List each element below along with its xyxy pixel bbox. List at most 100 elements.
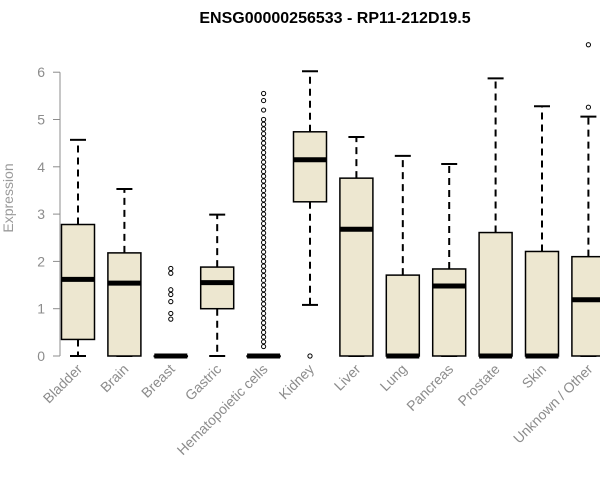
outlier-point bbox=[261, 320, 267, 326]
outlier-point bbox=[261, 291, 267, 298]
outlier-point bbox=[261, 90, 267, 97]
box-gastric bbox=[199, 213, 235, 357]
outlier-point bbox=[261, 164, 267, 170]
outlier-point bbox=[261, 121, 267, 127]
box-series bbox=[60, 42, 600, 359]
outlier-point bbox=[585, 104, 592, 110]
outlier-point bbox=[261, 343, 267, 350]
x-axis-tick-label: Brain bbox=[97, 361, 131, 395]
outlier-point bbox=[168, 287, 174, 293]
box-breast bbox=[153, 265, 189, 359]
outlier-point bbox=[261, 187, 267, 194]
outlier-point bbox=[261, 315, 267, 321]
outlier-point bbox=[261, 325, 267, 331]
outlier-point bbox=[261, 145, 267, 151]
outlier-point bbox=[261, 206, 267, 212]
outlier-point bbox=[261, 107, 267, 113]
y-axis-tick-label: 0 bbox=[37, 348, 45, 364]
x-axis-tick-label: Bladder bbox=[40, 361, 86, 407]
box-iqr bbox=[107, 252, 142, 357]
box-liver bbox=[339, 136, 374, 357]
outlier-point bbox=[261, 197, 267, 203]
box-kidney bbox=[292, 70, 328, 359]
outlier-point bbox=[261, 339, 267, 345]
outlier-point bbox=[261, 216, 267, 222]
outlier-point bbox=[261, 258, 267, 264]
box-brain bbox=[107, 188, 142, 357]
outlier-point bbox=[261, 301, 267, 307]
x-axis-tick-label: Gastric bbox=[182, 361, 225, 404]
outlier-point bbox=[261, 235, 267, 241]
y-axis-tick-label: 6 bbox=[37, 64, 45, 80]
outlier-point bbox=[261, 254, 267, 260]
outlier-point bbox=[261, 173, 267, 179]
box-prostate bbox=[478, 77, 513, 359]
x-axis-tick-label: Pancreas bbox=[403, 361, 456, 414]
outlier-point bbox=[168, 299, 174, 305]
x-axis-tick-label: Kidney bbox=[276, 361, 318, 403]
outlier-point bbox=[307, 353, 313, 359]
outlier-point bbox=[261, 97, 267, 104]
x-axis-tick-label: Hematopoietic cells bbox=[174, 361, 271, 458]
outlier-point bbox=[261, 168, 267, 175]
outlier-point bbox=[168, 291, 174, 298]
box-iqr bbox=[571, 255, 600, 357]
box-iqr bbox=[199, 266, 235, 310]
outlier-point bbox=[261, 178, 267, 184]
outlier-point bbox=[261, 183, 267, 189]
outlier-point bbox=[585, 42, 592, 48]
outlier-point bbox=[261, 140, 267, 146]
box-bladder bbox=[60, 138, 96, 357]
box-iqr bbox=[339, 177, 374, 357]
x-axis-tick-label: Unknown / Other bbox=[510, 361, 596, 447]
outlier-point bbox=[261, 244, 267, 250]
box-lung bbox=[385, 154, 421, 359]
chart-title: ENSG00000256533 - RP11-212D19.5 bbox=[199, 10, 470, 27]
outlier-point bbox=[261, 263, 267, 269]
outlier-point bbox=[261, 159, 267, 165]
box-hematopoietic-cells bbox=[246, 90, 281, 359]
outlier-point bbox=[261, 135, 267, 142]
box-skin bbox=[524, 105, 560, 359]
outlier-point bbox=[261, 131, 267, 137]
outlier-point bbox=[261, 116, 267, 123]
outlier-point bbox=[261, 225, 267, 231]
outlier-point bbox=[261, 192, 267, 198]
outlier-point bbox=[261, 306, 267, 312]
outlier-point bbox=[261, 310, 267, 317]
outlier-point bbox=[261, 282, 267, 288]
x-axis-tick-label: Breast bbox=[138, 361, 178, 401]
outlier-point bbox=[261, 277, 267, 283]
y-axis-tick-label: 4 bbox=[37, 159, 45, 175]
box-iqr bbox=[60, 223, 96, 341]
outlier-point bbox=[261, 230, 267, 236]
x-axis-tick-label: Prostate bbox=[455, 361, 503, 409]
outlier-point bbox=[168, 310, 174, 317]
box-iqr bbox=[292, 131, 328, 203]
box-unknown-other bbox=[571, 42, 600, 357]
box-pancreas bbox=[431, 162, 467, 357]
outlier-point bbox=[261, 211, 267, 217]
outlier-point bbox=[261, 287, 267, 293]
outlier-point bbox=[261, 150, 267, 156]
y-axis-label: Expression bbox=[0, 163, 16, 232]
box-iqr bbox=[524, 250, 560, 357]
outlier-point bbox=[261, 329, 267, 335]
x-axis-tick-label: Lung bbox=[377, 361, 410, 394]
box-iqr bbox=[385, 274, 421, 357]
outlier-point bbox=[168, 265, 174, 272]
outlier-point bbox=[261, 268, 267, 274]
outlier-point bbox=[261, 296, 267, 302]
outlier-point bbox=[168, 270, 174, 276]
y-axis-tick-label: 2 bbox=[37, 253, 45, 269]
y-axis-tick-label: 3 bbox=[37, 206, 45, 222]
outlier-point bbox=[261, 154, 267, 160]
x-axis-tick-label: Skin bbox=[519, 361, 550, 392]
x-axis-tick-label: Liver bbox=[331, 361, 364, 394]
outlier-point bbox=[261, 202, 267, 208]
outlier-point bbox=[261, 272, 267, 279]
outlier-point bbox=[261, 249, 267, 255]
y-axis-tick-label: 1 bbox=[37, 301, 45, 317]
